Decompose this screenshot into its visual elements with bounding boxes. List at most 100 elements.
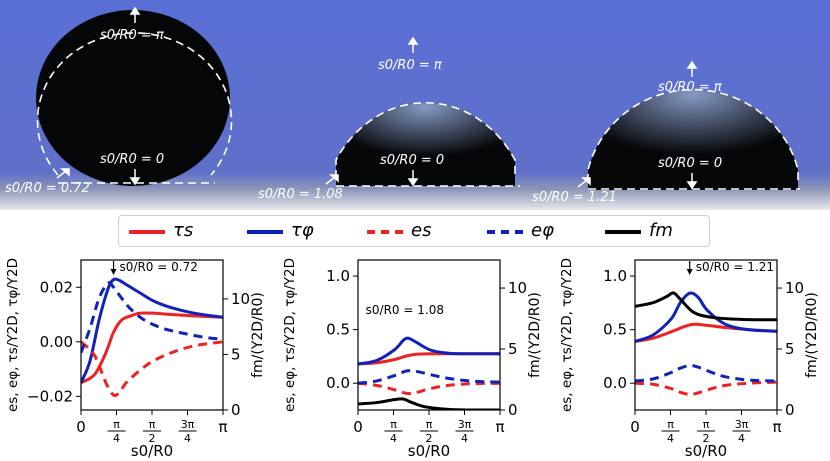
- drop2-top-label: s0/R0 = π: [378, 58, 442, 73]
- y-axis-label-left: es, eφ, τs/Y2D, τφ/Y2D: [559, 258, 575, 412]
- y-tick-label-left: −0.02: [27, 387, 73, 405]
- series-line-4: [358, 397, 500, 410]
- x-tick-label: 0: [353, 418, 363, 436]
- annotation-arrowhead: [110, 269, 117, 275]
- x-tick-numerator: π: [426, 418, 433, 431]
- series-line-3: [81, 281, 223, 354]
- series-line-3: [635, 364, 777, 383]
- x-tick-denominator: 2: [426, 432, 433, 445]
- y-tick-label-right: 0: [231, 401, 241, 419]
- drop2-contact-label: s0/R0 = 1.08: [258, 187, 343, 202]
- y-tick-label-right: 5: [508, 340, 518, 358]
- x-tick-denominator: 2: [703, 432, 710, 445]
- y-axis-label-right: fm/(Y2D/R0): [527, 292, 543, 378]
- x-axis-label: s0/R0: [131, 442, 173, 460]
- series-line-4: [635, 291, 777, 322]
- y-tick-label-left: 1.0: [603, 267, 627, 285]
- drop1-contact-label: s0/R0 = 0.72: [5, 181, 90, 196]
- legend-label-tau-phi: τφ: [291, 220, 314, 241]
- plot-frame: [634, 259, 778, 411]
- legend-label-tau-s: τs: [173, 220, 194, 241]
- x-tick-denominator: 2: [149, 432, 156, 445]
- drop1-bottom-label: s0/R0 = 0: [100, 152, 164, 167]
- droplet-2: [335, 102, 520, 187]
- drop3-bottom-label: s0/R0 = 0: [658, 156, 722, 171]
- drop3-contact-label: s0/R0 = 1.21: [532, 190, 617, 205]
- x-tick-numerator: π: [703, 418, 710, 431]
- annotation-arrowhead: [686, 269, 693, 275]
- y-axis-label-left: es, eφ, τs/Y2D, τφ/Y2D: [5, 258, 21, 412]
- series-line-3: [358, 369, 500, 385]
- legend-item-e-s: es: [367, 216, 467, 246]
- y-tick-label-right: 0: [785, 401, 795, 419]
- y-tick-label-left: 0.0: [603, 374, 627, 392]
- x-tick-label: π: [495, 418, 504, 436]
- y-tick-label-right: 0: [508, 401, 518, 419]
- photo-arrows: [56, 6, 698, 190]
- x-tick-label: π: [772, 418, 781, 436]
- x-tick-denominator: 4: [113, 432, 120, 445]
- x-axis-label: s0/R0: [408, 442, 450, 460]
- y-axis-label-right: fm/(Y2D/R0): [804, 292, 820, 378]
- series-line-1: [81, 277, 223, 384]
- series-line-0: [81, 311, 223, 385]
- legend-item-tau-s: τs: [129, 216, 229, 246]
- y-tick-label-left: 0.02: [40, 278, 73, 296]
- y-tick-label-left: 0.0: [326, 374, 350, 392]
- x-tick-numerator: π: [667, 418, 674, 431]
- drop2-bottom-label: s0/R0 = 0: [380, 153, 444, 168]
- x-tick-denominator: 4: [738, 432, 745, 445]
- plot-frame: [80, 259, 224, 411]
- annotation-label: s0/R0 = 1.08: [366, 303, 444, 317]
- series-group: [81, 277, 223, 398]
- legend-label-e-phi: eφ: [531, 220, 554, 241]
- x-tick-numerator: π: [149, 418, 156, 431]
- legend-label-e-s: es: [411, 220, 432, 241]
- x-tick-numerator: 3π: [181, 418, 195, 431]
- y-tick-label-left: 0.5: [603, 321, 627, 339]
- x-tick-numerator: 3π: [458, 418, 472, 431]
- x-tick-denominator: 4: [184, 432, 191, 445]
- y-axis-label-left: es, eφ, τs/Y2D, τφ/Y2D: [282, 258, 298, 412]
- x-axis-label: s0/R0: [685, 442, 727, 460]
- x-tick-label: 0: [630, 418, 640, 436]
- legend-item-e-phi: eφ: [487, 216, 587, 246]
- y-axis-label-right: fm/(Y2D/R0): [250, 292, 266, 378]
- series-line-2: [81, 340, 223, 398]
- x-tick-denominator: 4: [667, 432, 674, 445]
- annotation-label: s0/R0 = 0.72: [120, 260, 198, 274]
- drop3-top-label: s0/R0 = π: [658, 80, 722, 95]
- x-tick-denominator: 4: [390, 432, 397, 445]
- y-tick-label-right: 10: [231, 290, 250, 308]
- x-tick-numerator: π: [113, 418, 120, 431]
- y-tick-label-right: 5: [231, 345, 241, 363]
- series-group: [358, 336, 500, 410]
- series-line-1: [635, 291, 777, 343]
- y-tick-label-left: 1.0: [326, 267, 350, 285]
- y-tick-label-right: 10: [508, 279, 527, 297]
- x-tick-denominator: 4: [461, 432, 468, 445]
- droplet-photo: s0/R0 = π s0/R0 = 0 s0/R0 = 0.72 s0/R0 =…: [0, 0, 830, 210]
- y-tick-label-right: 5: [785, 340, 795, 358]
- y-tick-label-left: 0.00: [40, 333, 73, 351]
- series-group: [635, 291, 777, 396]
- legend: τs τφ es eφ fm: [118, 215, 710, 247]
- y-tick-label-left: 0.5: [326, 321, 350, 339]
- droplet-3: [587, 88, 800, 190]
- x-tick-numerator: 3π: [735, 418, 749, 431]
- drop1-top-label: s0/R0 = π: [100, 28, 164, 43]
- y-tick-label-right: 10: [785, 279, 804, 297]
- legend-label-f-m: fm: [649, 220, 673, 241]
- legend-item-tau-phi: τφ: [247, 216, 347, 246]
- x-tick-label: 0: [76, 418, 86, 436]
- legend-item-f-m: fm: [605, 216, 705, 246]
- annotation-label: s0/R0 = 1.21: [696, 260, 774, 274]
- x-tick-numerator: π: [390, 418, 397, 431]
- series-line-1: [358, 336, 500, 366]
- series-line-2: [635, 380, 777, 396]
- series-line-2: [358, 381, 500, 396]
- x-tick-label: π: [218, 418, 227, 436]
